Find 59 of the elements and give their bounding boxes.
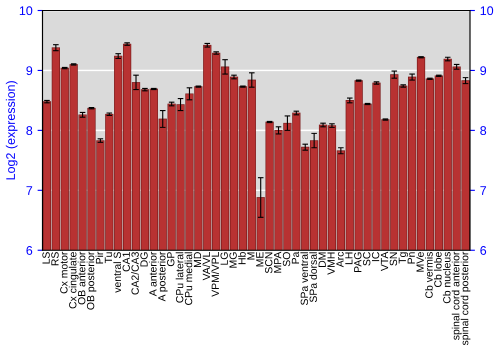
y-tick-label: 8 [26,126,32,136]
y2-tick-label: 10 [480,6,494,16]
y2-tick-label: 9 [480,66,486,76]
x-tick-label: VA/VL [202,252,210,280]
x-tick-label: SCN [265,252,272,274]
x-tick-label: SC [363,252,370,266]
x-tick-label: IC [372,252,380,262]
x-tick-label: Tg [398,252,408,264]
x-tick-label: VMH [327,252,335,275]
x-tick-label: SN [390,252,398,266]
x-tick-label: LG [220,252,228,265]
x-tick-label: Cb nucleus [442,252,451,304]
x-tick-label: CA2/CA3 [131,252,139,295]
x-tick-label: SPa ventral [300,252,308,306]
x-tick-label: OB anterior [78,252,86,304]
x-tick-label: Hb [238,252,246,264]
x-tick-label: MVe [416,252,424,272]
x-tick-label: Cb lobe [434,252,442,288]
y-tick-label: 7 [26,186,32,195]
x-tick-label: LS [42,252,50,264]
x-tick-label: MD [194,252,202,267]
y-tick-label: 10 [20,6,32,16]
x-tick-label: DG [140,252,148,266]
x-tick-label: SPa dorsal [309,252,317,302]
x-tick-label: PAG [354,252,362,272]
x-tick-label: VTA [380,252,388,272]
x-tick-label: CPu lateral [176,252,184,303]
y2-tick-label: 7 [480,186,486,195]
x-tick-label: M [247,252,254,260]
x-tick-label: MG [229,252,237,268]
x-tick-label: Tu [104,252,112,264]
x-tick-label: DM [318,252,326,267]
x-tick-label: spinal cord anterior [452,252,462,340]
x-tick-label: Cx cingulate [68,252,79,308]
y-tick-label: 6 [26,246,32,255]
y2-tick-label: 6 [480,246,486,255]
x-tick-label: A posterior [158,252,168,302]
x-tick-label: Arc [336,252,344,268]
x-tick-label: ventral S [113,252,121,293]
x-tick-label: VPM/VPL [211,252,219,297]
x-tick-label: LH [345,252,352,264]
x-tick-label: CA1 [122,252,130,272]
x-tick-label: Cb vermis [425,252,433,298]
x-tick-label: SO [282,252,290,266]
x-tick-label: CPu medial [184,252,192,305]
x-tick-label: MPA [274,252,282,273]
x-tick-label: RS [51,252,59,266]
x-tick-label: Cx motor [60,252,68,294]
x-tick-label: ME [256,252,264,266]
y-axis-title: Log2 (expression) [6,81,18,180]
x-tick-label: Pir [96,252,104,264]
x-tick-label: OB posterior [86,252,96,310]
x-tick-label: Pa [292,252,300,264]
x-tick-label: GP [167,252,174,266]
x-tick-label: Pn [408,252,415,264]
x-tick-label: A anterior [148,252,157,296]
y-tick-label: 9 [26,66,32,76]
y2-tick-label: 8 [480,126,486,136]
x-tick-label: spinal cord posterior [460,252,470,346]
